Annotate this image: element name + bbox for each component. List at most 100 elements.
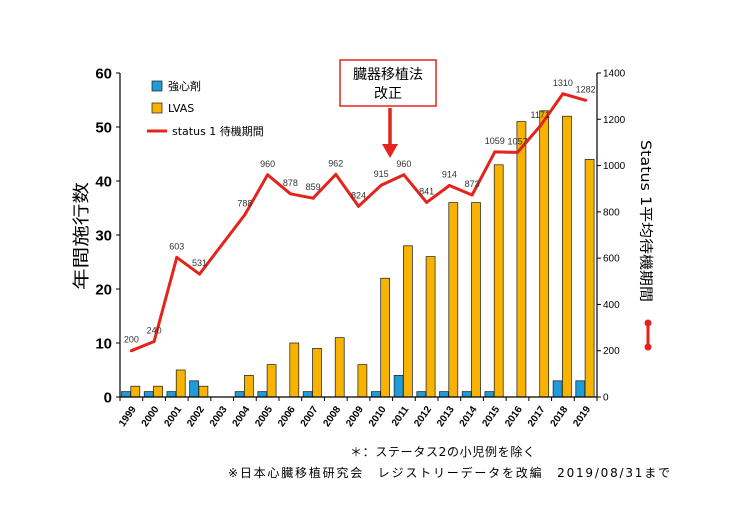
status1-wait-data-label: 788 — [237, 199, 252, 209]
right-axis-line-marker — [644, 319, 652, 351]
left-axis-tick-label: 60 — [95, 66, 112, 83]
right-axis-tick-label: 1000 — [603, 161, 626, 172]
annotation-box — [339, 59, 437, 107]
status1-wait-data-label: 962 — [328, 158, 343, 168]
status1-wait-data-label: 1057 — [507, 136, 527, 146]
inotrope-bar-2001 — [166, 391, 177, 398]
status1-wait-data-label: 1171 — [531, 110, 550, 120]
status1-wait-point-2014 — [470, 193, 474, 197]
status1-wait-point-2009 — [357, 204, 360, 208]
lvas-bar-2004 — [244, 375, 254, 398]
right-axis-tick-label: 1200 — [603, 115, 626, 126]
right-axis-tick-label: 0 — [603, 393, 609, 404]
status1-wait-data-label: 1310 — [553, 78, 573, 88]
inotrope-bar-2013 — [439, 391, 449, 398]
inotrope-bar-2010 — [371, 391, 381, 398]
lvas-bar-2008 — [334, 337, 345, 398]
annotation-line-1: 臓器移植法 — [353, 67, 423, 83]
status1-wait-data-label: 240 — [147, 326, 162, 336]
status1-wait-point-2015 — [493, 150, 497, 154]
inotrope-bar-2004 — [234, 391, 245, 398]
status1-wait-point-2016 — [516, 150, 519, 154]
status1-wait-point-2007 — [311, 196, 315, 200]
status1-wait-point-2010 — [379, 183, 383, 187]
status1-wait-point-2008 — [334, 172, 338, 176]
right-axis-tick-label: 600 — [603, 254, 620, 265]
left-axis-tick-label: 30 — [95, 228, 112, 245]
lvas-bar-2014 — [471, 202, 481, 398]
status1-wait-data-label: 531 — [192, 258, 207, 268]
right-axis-tick-label: 800 — [603, 207, 620, 218]
lvas-bar-2012 — [425, 256, 436, 398]
status1-wait-point-2001 — [175, 255, 179, 259]
footnote-source: ※日本心臓移植研究会 レジストリーデータを改編 2019/08/31まで — [228, 465, 670, 480]
status1-wait-data-label: 824 — [351, 190, 366, 200]
left-axis-tick-label: 20 — [95, 282, 112, 299]
footnote-exclusion: ＊：ステータス2の小児例を除く — [350, 444, 535, 459]
legend-swatch-lvas — [151, 102, 163, 114]
lvas-bar-2009 — [357, 364, 368, 398]
status1-wait-data-label: 914 — [442, 170, 457, 180]
lvas-bar-1999 — [130, 385, 141, 398]
legend-label-lvas: LVAS — [168, 102, 194, 115]
status1-wait-data-label: 915 — [374, 169, 389, 179]
left-axis-tick-label: 0 — [104, 390, 112, 407]
inotrope-bar-1999 — [121, 391, 131, 398]
left-axis-tick-label: 50 — [95, 120, 112, 137]
inotrope-bar-2007 — [302, 391, 313, 398]
status1-wait-point-2017 — [538, 124, 542, 128]
legend-label-inotrope: 強心剤 — [168, 79, 201, 93]
status1-wait-point-2013 — [447, 184, 451, 187]
inotrope-bar-2019 — [575, 380, 586, 398]
status1-wait-point-2006 — [288, 192, 292, 196]
line-layer — [129, 92, 588, 353]
left-axis-tick-label: 10 — [95, 336, 112, 353]
left-axis-tick-label: 40 — [95, 174, 112, 191]
inotrope-bar-2014 — [461, 391, 472, 398]
status1-wait-line — [130, 92, 587, 353]
status1-wait-data-label: 859 — [306, 182, 321, 192]
status1-wait-data-label: 873 — [465, 179, 480, 189]
legend: 強心剤 LVAS status 1 待機期間 — [147, 79, 264, 138]
status1-wait-point-2004 — [243, 213, 247, 217]
marker-dot-top — [644, 319, 652, 327]
status1-wait-point-2019 — [584, 98, 588, 102]
status1-wait-data-label: 878 — [283, 178, 298, 188]
lvas-bar-2016 — [516, 121, 527, 398]
lvas-bar-2011 — [403, 245, 413, 398]
lvas-bar-2010 — [380, 277, 391, 398]
bars-layer — [121, 110, 595, 398]
inotrope-bar-2000 — [143, 391, 154, 398]
inotrope-bar-2002 — [189, 380, 199, 398]
marker-dot-bottom — [644, 343, 652, 351]
status1-wait-data-label: 1059 — [485, 136, 505, 146]
status1-wait-data-label: 603 — [169, 241, 184, 251]
status1-wait-point-2005 — [266, 173, 270, 177]
annotation-arrow-head — [382, 144, 398, 158]
status1-wait-data-label: 841 — [419, 186, 434, 196]
status1-wait-data-label: 200 — [124, 335, 139, 345]
inotrope-bar-2012 — [416, 391, 427, 398]
status1-wait-point-2011 — [402, 173, 406, 177]
status1-wait-data-label: 960 — [260, 159, 275, 169]
inotrope-bar-2011 — [393, 375, 404, 398]
legend-swatch-inotrope — [151, 80, 163, 92]
lvas-bar-2006 — [289, 342, 300, 398]
left-axis-title: 年間施行数 — [72, 182, 92, 290]
legend-label-status1-wait: status 1 待機期間 — [172, 124, 264, 138]
lvas-bar-2013 — [448, 202, 459, 398]
right-axis-title: Status 1平均待機期間 — [637, 140, 653, 302]
annotation-line-2: 改正 — [374, 86, 402, 102]
status1-wait-data-label: 1282 — [576, 84, 596, 94]
inotrope-bar-2005 — [257, 391, 268, 398]
status1-wait-point-2012 — [425, 200, 429, 204]
right-axis-tick-label: 400 — [603, 300, 620, 311]
right-axis-tick-label: 1400 — [603, 69, 626, 80]
lvas-bar-2019 — [584, 159, 595, 398]
status1-wait-point-2018 — [561, 92, 565, 96]
law-revision-annotation: 臓器移植法 改正 — [339, 59, 437, 158]
inotrope-bar-2015 — [484, 391, 495, 398]
inotrope-bar-2018 — [552, 380, 563, 398]
status1-wait-point-2000 — [152, 340, 156, 343]
